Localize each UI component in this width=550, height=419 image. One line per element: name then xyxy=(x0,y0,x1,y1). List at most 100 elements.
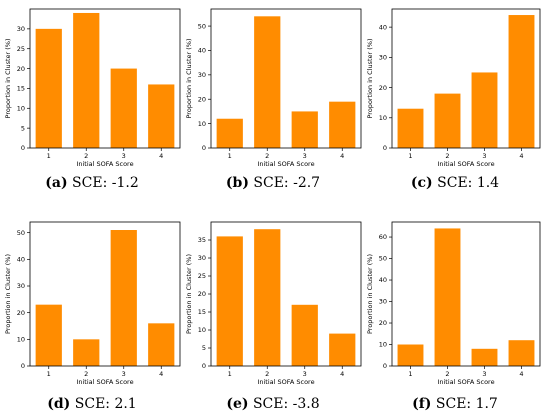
bar xyxy=(110,68,137,148)
bar xyxy=(73,339,100,366)
y-tick-label: 25 xyxy=(198,272,206,280)
x-tick-label: 4 xyxy=(519,152,523,160)
caption-tag: (a) xyxy=(45,175,67,191)
x-tick-label: 2 xyxy=(445,152,449,160)
bar xyxy=(110,230,137,366)
y-axis-label: Proportion in Cluster (%) xyxy=(4,254,12,334)
y-tick-label: 15 xyxy=(17,85,25,93)
y-tick-label: 25 xyxy=(17,45,25,53)
x-tick-label: 3 xyxy=(122,152,126,160)
y-axis-label: Proportion in Cluster (%) xyxy=(366,254,374,334)
x-tick-label: 3 xyxy=(303,152,307,160)
subfigure-caption: (b) SCE: -2.7 xyxy=(226,175,320,191)
y-tick-label: 10 xyxy=(17,336,25,344)
caption-text: SCE: 1.7 xyxy=(431,396,497,412)
x-axis-label: Initial SOFA Score xyxy=(76,160,133,168)
axes-frame xyxy=(210,8,362,149)
caption-text: SCE: -2.7 xyxy=(249,175,320,191)
y-axis-label: Proportion in Cluster (%) xyxy=(185,39,193,119)
x-tick-label: 2 xyxy=(265,370,269,378)
bar xyxy=(148,84,175,148)
y-tick-label: 30 xyxy=(379,298,387,306)
bar xyxy=(73,12,100,148)
bar xyxy=(397,344,424,366)
y-tick-label: 15 xyxy=(198,308,206,316)
y-tick-label: 20 xyxy=(198,95,206,103)
bar xyxy=(471,72,498,148)
y-tick-label: 5 xyxy=(202,344,206,352)
y-tick-label: 35 xyxy=(198,236,206,244)
y-tick-label: 20 xyxy=(379,84,387,92)
y-tick-label: 10 xyxy=(17,104,25,112)
y-tick-label: 20 xyxy=(17,309,25,317)
y-tick-label: 60 xyxy=(379,233,387,241)
x-axis-label: Initial SOFA Score xyxy=(437,160,494,168)
y-tick-label: 10 xyxy=(379,341,387,349)
caption-tag: (c) xyxy=(411,175,433,191)
bar xyxy=(471,348,498,366)
y-tick-label: 40 xyxy=(198,47,206,55)
caption-tag: (d) xyxy=(47,396,70,412)
chart-panel: 0 10 20 30 40 50 60 1 2 3 4 Initial SOFA Score Propo… xyxy=(366,221,541,412)
y-axis-label: Proportion in Cluster (%) xyxy=(366,39,374,119)
subfigure-caption: (e) SCE: -3.8 xyxy=(226,396,319,412)
caption-tag: (e) xyxy=(226,396,248,412)
y-tick-label: 0 xyxy=(383,144,387,152)
y-tick-label: 50 xyxy=(379,255,387,263)
caption-text: SCE: -1.2 xyxy=(68,175,139,191)
y-tick-label: 10 xyxy=(198,120,206,128)
axes-frame xyxy=(29,8,181,149)
caption-text: SCE: 1.4 xyxy=(433,175,499,191)
subfigure-caption: (a) SCE: -1.2 xyxy=(45,175,138,191)
x-tick-label: 2 xyxy=(84,152,88,160)
y-tick-label: 20 xyxy=(379,319,387,327)
y-tick-label: 30 xyxy=(198,71,206,79)
chart-panel: 0 10 20 30 40 1 2 3 4 Initial SOFA Score Proportio… xyxy=(366,8,541,191)
bar xyxy=(148,323,175,366)
caption-text: SCE: 2.1 xyxy=(70,396,136,412)
x-tick-label: 4 xyxy=(159,370,163,378)
chart-panel: 0 10 20 30 40 50 1 2 3 4 Initial SOFA Score Proport… xyxy=(185,8,362,191)
x-tick-label: 3 xyxy=(122,370,126,378)
caption-tag: (b) xyxy=(226,175,249,191)
y-tick-label: 20 xyxy=(198,290,206,298)
caption-text: SCE: -3.8 xyxy=(249,396,320,412)
x-axis-label: Initial SOFA Score xyxy=(437,378,494,386)
y-tick-label: 20 xyxy=(17,65,25,73)
bar xyxy=(329,333,356,366)
x-tick-label: 4 xyxy=(159,152,163,160)
bar xyxy=(291,111,318,148)
x-axis-label: Initial SOFA Score xyxy=(257,160,314,168)
y-tick-label: 30 xyxy=(198,254,206,262)
x-axis-label: Initial SOFA Score xyxy=(257,378,314,386)
y-tick-label: 0 xyxy=(383,362,387,370)
subfigure-caption: (c) SCE: 1.4 xyxy=(411,175,499,191)
axes-frame xyxy=(391,221,541,367)
bar xyxy=(329,101,356,148)
y-axis-label: Proportion in Cluster (%) xyxy=(185,254,193,334)
y-tick-label: 0 xyxy=(202,362,206,370)
subfigure-caption: (d) SCE: 2.1 xyxy=(47,396,136,412)
chart-panel: 0 10 20 30 40 50 1 2 3 4 Initial SOFA Score Proport… xyxy=(4,221,181,412)
bar xyxy=(35,28,62,148)
y-tick-label: 10 xyxy=(379,114,387,122)
x-tick-label: 2 xyxy=(445,370,449,378)
x-tick-label: 4 xyxy=(340,152,344,160)
y-tick-label: 5 xyxy=(21,124,25,132)
chart-panel: 0 5 10 15 20 25 30 1 2 3 4 Initial SOFA Score Propor… xyxy=(4,8,181,191)
y-tick-label: 30 xyxy=(17,282,25,290)
y-tick-label: 40 xyxy=(379,23,387,31)
x-tick-label: 2 xyxy=(84,370,88,378)
y-tick-label: 10 xyxy=(198,326,206,334)
y-tick-label: 0 xyxy=(202,144,206,152)
bar xyxy=(216,236,243,366)
caption-tag: (f) xyxy=(412,396,431,412)
y-tick-label: 50 xyxy=(17,229,25,237)
y-tick-label: 30 xyxy=(17,25,25,33)
bar xyxy=(216,118,243,148)
y-tick-label: 50 xyxy=(198,22,206,30)
axes-frame xyxy=(29,221,181,367)
axes-frame xyxy=(391,8,541,149)
x-tick-label: 4 xyxy=(519,370,523,378)
x-tick-label: 3 xyxy=(303,370,307,378)
